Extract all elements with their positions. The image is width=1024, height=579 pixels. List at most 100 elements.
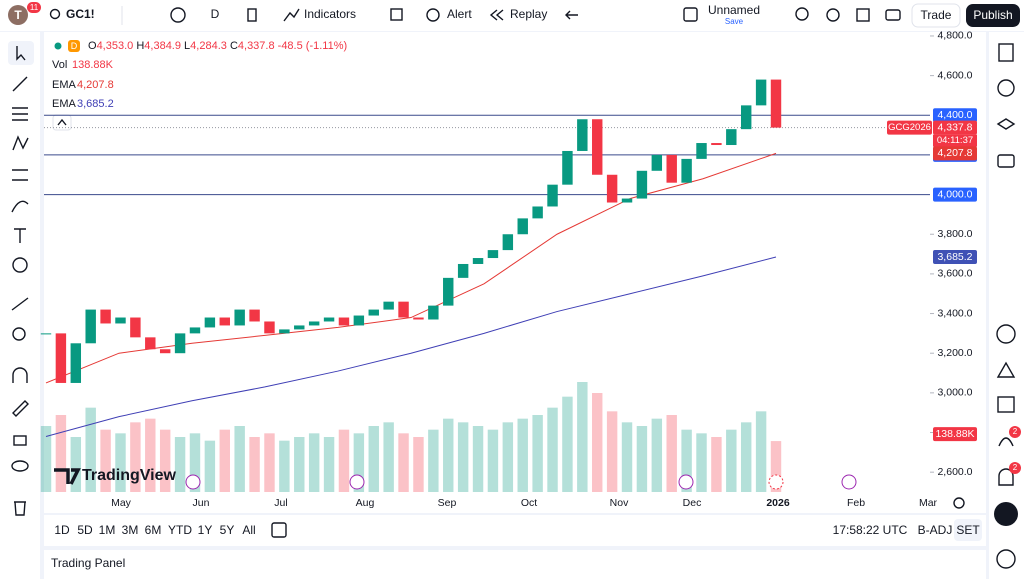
stream-icon[interactable] [998,437,1014,447]
range-button[interactable]: 5D [77,523,93,537]
range-bar [44,515,986,546]
visibility-tool[interactable] [11,460,29,472]
trade: Trade [921,8,952,22]
ruler-tool[interactable] [11,297,29,311]
session[interactable]: SET [956,523,980,537]
candle-body [368,309,379,316]
snapshot-icon[interactable] [885,9,901,21]
symbol[interactable]: GC1! [66,7,95,21]
event-marker[interactable] [841,474,857,490]
layout-name[interactable]: Unnamed [708,3,760,17]
avatar-letter: T [14,8,22,22]
zoom-tool[interactable] [12,327,26,341]
y-tick-label: 4,800.0 [937,30,972,42]
candle-body [100,309,111,324]
avatar[interactable] [8,5,28,25]
range-button[interactable]: 5Y [220,523,235,537]
volume-bar [249,437,260,492]
x-tick-label: May [111,497,132,509]
left-toolbar [0,32,40,579]
interval[interactable]: D [211,7,220,21]
price-label-box [933,187,977,202]
ema-value: 4,207.8 [77,79,114,91]
brush-tool[interactable] [11,200,29,213]
candle-body [755,79,767,106]
trading-panel[interactable]: Trading Panel [51,556,125,570]
help-icon[interactable] [996,549,1016,569]
price-label: 4,207.8 [937,147,972,159]
alert[interactable]: Alert [447,7,472,21]
layers-icon[interactable] [996,118,1016,130]
fib-tool[interactable] [12,107,28,121]
range-button[interactable]: 3M [122,523,139,537]
emoji-tool[interactable] [12,257,28,273]
event-marker[interactable] [185,474,201,490]
chat-icon[interactable] [997,154,1015,168]
magnet-tool[interactable] [12,367,28,383]
settings-icon[interactable] [826,8,840,22]
price-label-box [933,250,977,265]
add-icon[interactable] [170,7,186,23]
range-button[interactable]: 1Y [198,523,213,537]
projection-tool[interactable] [12,169,28,181]
collapse-icon [57,118,67,126]
notifications-icon[interactable] [998,468,1014,486]
ideas-icon[interactable] [996,324,1016,344]
range-button[interactable]: All [242,523,255,537]
range-button[interactable]: YTD [168,523,192,537]
watchlist-icon[interactable] [998,43,1014,62]
candle-body [159,349,171,354]
alert-icon[interactable] [426,8,440,22]
replay[interactable]: Replay [510,7,547,21]
key: H [136,40,144,52]
alerts-icon[interactable] [997,79,1015,97]
candle-body [85,309,96,344]
adjust[interactable]: B-ADJ [918,523,953,537]
text-tool[interactable] [14,228,26,243]
calendar-icon[interactable] [996,361,1016,378]
fullscreen-icon[interactable] [856,8,870,22]
volume-bar [666,415,677,492]
lock-drawings-tool[interactable] [12,400,29,417]
trade-button[interactable] [911,3,961,28]
goto-date-icon[interactable] [271,522,287,538]
countdown: 04:11:37 [937,135,973,146]
candle-body [204,317,216,328]
cursor-tool[interactable] [16,46,26,61]
indicators-icon[interactable] [283,8,300,22]
tool-active[interactable] [8,41,34,65]
trendline-tool[interactable] [12,76,28,92]
publish-button[interactable] [966,4,1020,27]
zoom-icon[interactable] [795,7,809,21]
candle-body [189,327,201,334]
candle-icon[interactable] [247,8,257,22]
ema-line [45,256,777,437]
indicators[interactable]: Indicators [304,7,356,21]
replay-icon[interactable] [489,9,504,21]
range-button[interactable]: 1M [99,523,116,537]
candle-body [577,119,588,151]
lock-tool[interactable] [13,435,27,446]
apps-icon[interactable] [994,502,1018,526]
search-icon[interactable] [49,8,61,20]
volume-bar [472,426,484,492]
volume-bar [145,418,156,492]
trash-tool[interactable] [14,501,26,516]
event-marker[interactable] [768,474,784,490]
event-marker[interactable] [349,474,365,490]
layout-checkbox[interactable] [683,7,698,22]
price-label-box [933,146,977,161]
events-icon[interactable] [997,396,1015,413]
volume-bar [547,407,558,492]
range-button[interactable]: 6M [145,523,162,537]
templates-icon[interactable] [390,8,403,21]
event-marker[interactable] [678,474,694,490]
candle-body [606,174,618,203]
y-tick-label: 3,800.0 [937,228,972,240]
undo-icon[interactable] [565,10,578,20]
axis-settings[interactable] [953,497,965,509]
pattern-tool[interactable] [12,135,29,151]
range-button[interactable]: 1D [54,523,70,537]
watermark: TradingView [82,467,177,484]
